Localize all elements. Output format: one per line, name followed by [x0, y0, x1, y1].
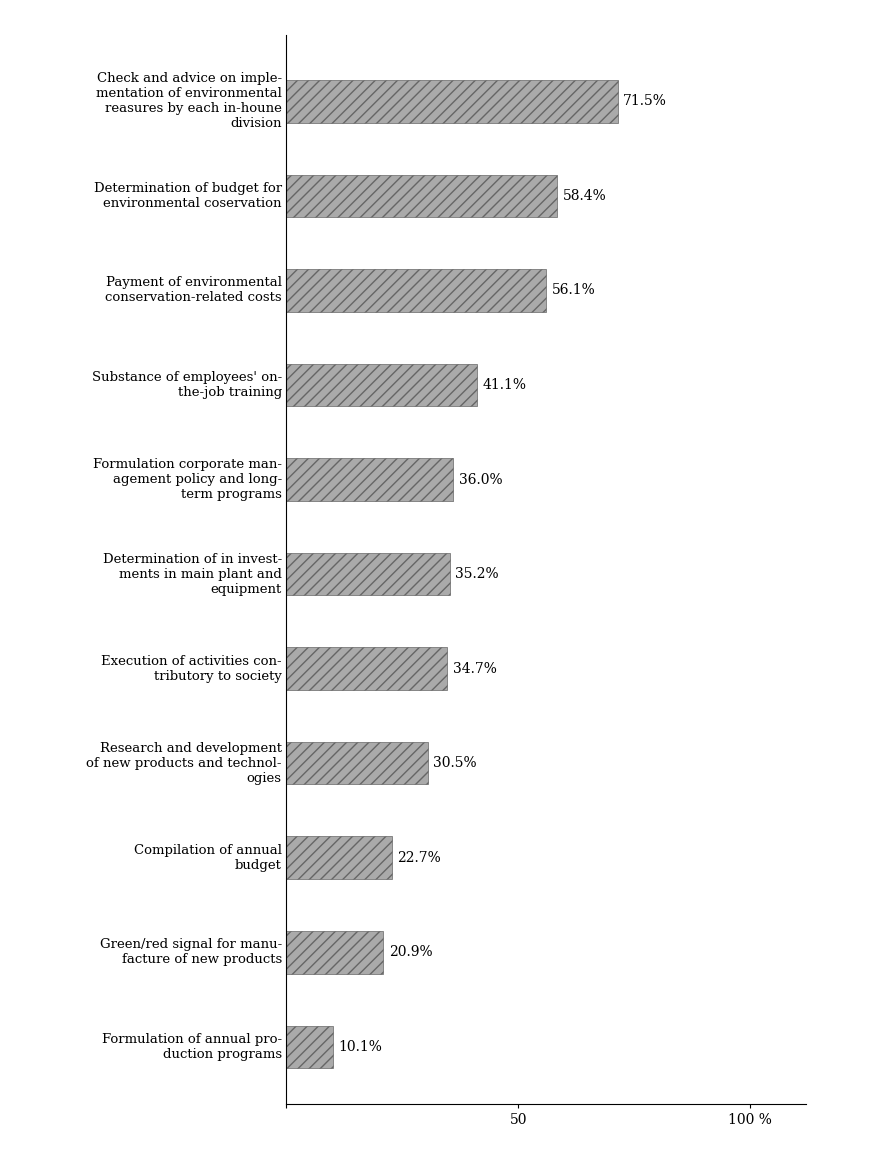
Text: 30.5%: 30.5%: [433, 756, 477, 770]
Text: Compilation of annual
budget: Compilation of annual budget: [133, 844, 282, 872]
Text: 34.7%: 34.7%: [452, 662, 496, 676]
Bar: [286, 836, 392, 879]
Text: Formulation of annual pro-
duction programs: Formulation of annual pro- duction progr…: [102, 1033, 282, 1061]
Text: 71.5%: 71.5%: [622, 94, 667, 108]
Text: 20.9%: 20.9%: [388, 945, 432, 959]
Bar: [286, 647, 447, 690]
Text: Research and development
of new products and technol-
ogies: Research and development of new products…: [86, 742, 282, 784]
Text: Determination of budget for
environmental coservation: Determination of budget for environmenta…: [94, 182, 282, 210]
Bar: [286, 80, 617, 122]
Text: 58.4%: 58.4%: [562, 189, 606, 203]
Text: 56.1%: 56.1%: [552, 283, 595, 297]
Text: Determination of in invest-
ments in main plant and
equipment: Determination of in invest- ments in mai…: [103, 553, 282, 595]
Text: 22.7%: 22.7%: [397, 851, 441, 865]
Text: Substance of employees' on-
the-job training: Substance of employees' on- the-job trai…: [91, 371, 282, 399]
Bar: [286, 269, 546, 312]
Text: Execution of activities con-
tributory to society: Execution of activities con- tributory t…: [101, 655, 282, 682]
Bar: [286, 931, 383, 973]
Bar: [286, 1026, 333, 1068]
Text: 36.0%: 36.0%: [459, 473, 502, 486]
Bar: [286, 742, 427, 784]
Bar: [286, 458, 452, 501]
Text: Payment of environmental
conservation-related costs: Payment of environmental conservation-re…: [105, 277, 282, 304]
Text: 41.1%: 41.1%: [482, 378, 526, 392]
Text: 35.2%: 35.2%: [455, 567, 498, 581]
Text: Formulation corporate man-
agement policy and long-
term programs: Formulation corporate man- agement polic…: [93, 458, 282, 501]
Bar: [286, 175, 556, 217]
Bar: [286, 364, 477, 406]
Text: Check and advice on imple-
mentation of environmental
reasures by each in-houne
: Check and advice on imple- mentation of …: [96, 73, 282, 130]
Text: 10.1%: 10.1%: [339, 1040, 383, 1054]
Text: Green/red signal for manu-
facture of new products: Green/red signal for manu- facture of ne…: [99, 938, 282, 966]
Bar: [286, 553, 449, 595]
